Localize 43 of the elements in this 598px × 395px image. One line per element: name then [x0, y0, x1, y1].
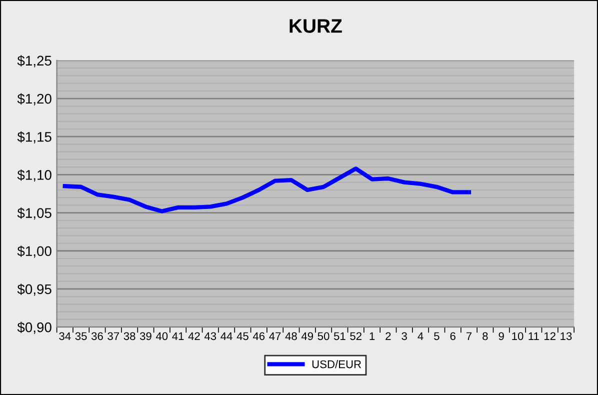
x-tick-label: 49: [301, 332, 314, 340]
x-tick-label: 9: [498, 332, 504, 340]
x-tick-label: 52: [350, 332, 362, 340]
x-tick-label: 3: [402, 332, 407, 340]
x-tick-label: 8: [482, 332, 488, 340]
y-tick-label: $0,95: [17, 284, 52, 296]
x-tick-label: 43: [204, 332, 216, 340]
x-tick-label: 2: [386, 332, 391, 340]
x-tick-label: 37: [108, 332, 120, 340]
legend-label: USD/EUR: [312, 360, 362, 368]
y-tick-label: $1,25: [17, 55, 52, 68]
x-tick-label: 50: [318, 332, 330, 340]
x-tick-label: 51: [334, 332, 346, 340]
x-tick-label: 7: [466, 332, 472, 340]
x-tick-label: 10: [512, 332, 524, 340]
x-tick-label: 4: [418, 332, 424, 340]
x-tick-label: 38: [124, 332, 136, 340]
x-tick-label: 40: [156, 332, 168, 340]
x-tick-label: 5: [434, 332, 440, 340]
x-tick-label: 35: [75, 332, 87, 340]
x-tick-label: 36: [91, 332, 103, 340]
x-tick-label: 46: [252, 332, 265, 340]
y-tick-label: $1,05: [17, 208, 52, 220]
chart-title: KURZ: [290, 19, 342, 33]
y-tick-label: $1,20: [17, 93, 52, 106]
x-tick-label: 39: [140, 332, 152, 340]
x-tick-label: 12: [544, 332, 556, 340]
x-tick-label: 41: [172, 332, 184, 340]
x-tick-label: 6: [450, 332, 456, 340]
x-tick-label: 44: [220, 332, 232, 340]
y-tick-label: $1,10: [17, 169, 52, 182]
x-tick-label: 13: [560, 332, 572, 340]
x-tick-label: 45: [236, 332, 248, 340]
y-tick-label: $0,90: [17, 322, 52, 334]
x-tick-label: 34: [59, 332, 71, 340]
x-tick-label: 1: [370, 332, 375, 340]
x-tick-label: 48: [285, 332, 297, 340]
y-tick-label: $1,00: [17, 246, 52, 258]
x-tick-label: 11: [528, 332, 539, 340]
x-tick-label: 42: [188, 332, 200, 340]
line-series: [62, 166, 472, 214]
x-tick-label: 47: [269, 332, 281, 340]
y-tick-label: $1,15: [17, 131, 52, 144]
